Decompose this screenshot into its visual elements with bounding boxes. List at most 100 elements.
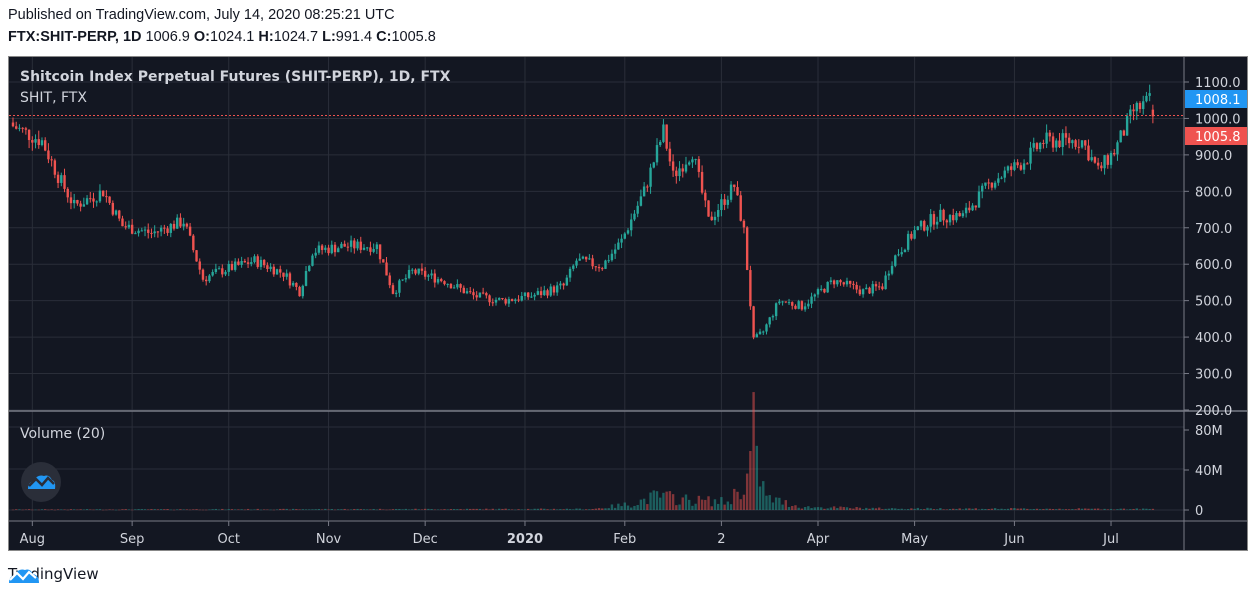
candle-body	[92, 198, 95, 202]
candle-body	[243, 260, 247, 263]
volume-bar	[968, 508, 971, 510]
volume-bar	[172, 509, 176, 511]
candle-body	[378, 244, 382, 260]
footer-brand[interactable]: TradingView	[8, 565, 99, 583]
volume-bar	[485, 508, 488, 510]
candle-body	[372, 249, 375, 252]
candle-body	[926, 226, 929, 231]
volume-bar	[546, 509, 549, 510]
candle-body	[114, 210, 118, 215]
candle-body	[539, 291, 543, 296]
chart-canvas[interactable]: 1100.0 1000.0 900.0 800.0 700.0 600.0 500.0 400…	[9, 57, 1247, 550]
volume-bar	[1042, 509, 1045, 510]
price-tick-label: 500.0	[1195, 295, 1232, 310]
candle-body	[1132, 109, 1135, 112]
candle-body	[137, 230, 140, 234]
candle-body	[31, 140, 34, 143]
candle-body	[388, 275, 391, 286]
price-tick-label: 200.0	[1195, 404, 1232, 419]
volume-bar	[852, 508, 855, 510]
volume-bar	[166, 508, 169, 510]
time-tick-label: May	[901, 532, 928, 547]
volume-bar	[923, 509, 926, 510]
candle-body	[575, 260, 578, 266]
last-price-badge-red-text: 1005.8	[1195, 130, 1241, 145]
volume-bar	[1116, 509, 1119, 510]
candle-body	[317, 245, 321, 253]
volume-bar	[1026, 508, 1029, 510]
candle-body	[121, 218, 124, 227]
volume-bar	[1067, 509, 1071, 510]
volume-bar	[858, 507, 862, 510]
candle-body	[874, 284, 878, 287]
volume-bar	[440, 509, 443, 510]
candle-body	[984, 182, 987, 186]
candle-body	[510, 299, 514, 301]
candle-body	[15, 126, 18, 129]
volume-bar	[820, 507, 823, 510]
volume-bar	[108, 509, 111, 510]
candle-body	[642, 186, 646, 197]
candle-body	[597, 267, 601, 269]
candle-body	[340, 243, 343, 249]
volume-bar	[452, 509, 456, 510]
candle-body	[842, 282, 845, 285]
candle-body	[755, 334, 759, 338]
candle-body	[968, 207, 971, 211]
time-tick-label: Sep	[120, 532, 145, 547]
candle-body	[1084, 140, 1087, 146]
tradingview-logo-button[interactable]	[21, 462, 61, 502]
candle-body	[130, 224, 134, 234]
candle-body	[881, 286, 884, 290]
volume-bar	[559, 509, 562, 510]
volume-bar	[681, 497, 684, 510]
volume-bar	[101, 509, 105, 511]
high-label: H:	[258, 29, 274, 45]
volume-bar	[1010, 508, 1013, 510]
volume-bar	[98, 509, 102, 510]
candle-body	[266, 265, 269, 270]
candle-body	[89, 198, 92, 200]
volume-bar	[1019, 508, 1023, 510]
candle-body	[34, 139, 37, 143]
candle-body	[1077, 146, 1081, 148]
candle-body	[224, 271, 227, 275]
volume-bar	[1090, 508, 1093, 510]
candle-body	[791, 302, 794, 306]
candle-body	[304, 271, 308, 286]
volume-bar	[211, 509, 214, 510]
volume-bar	[443, 509, 446, 510]
price-tick-label: 800.0	[1195, 185, 1232, 200]
low-value: 991.4	[335, 29, 373, 45]
candle-body	[333, 244, 337, 253]
candle-body	[1026, 163, 1029, 165]
candle-body	[810, 296, 813, 304]
volume-bar	[394, 508, 398, 510]
volume-bar	[1055, 509, 1058, 510]
candle-body	[272, 266, 276, 275]
volume-bar	[433, 509, 437, 511]
volume-bar	[504, 508, 507, 510]
time-tick-label: Nov	[316, 532, 342, 547]
candle-body	[449, 283, 453, 289]
candle-body	[739, 195, 742, 221]
volume-legend: Volume (20)	[20, 426, 106, 442]
volume-bar	[491, 508, 494, 510]
volume-bar	[124, 509, 127, 510]
chart-panel[interactable]: 1100.0 1000.0 900.0 800.0 700.0 600.0 500.0 400…	[8, 56, 1248, 551]
candle-body	[1145, 95, 1148, 102]
volume-bar	[1022, 508, 1026, 510]
candle-body	[427, 275, 430, 277]
volume-bar	[111, 509, 115, 511]
candle-body	[697, 159, 701, 172]
candle-body	[626, 230, 630, 234]
candle-body	[356, 241, 359, 249]
volume-bar	[752, 392, 755, 510]
ohlc-line: FTX:SHIT-PERP, 1D 1006.9 O:1024.1 H:1024…	[8, 29, 436, 45]
volume-bar	[845, 507, 849, 510]
volume-bar	[987, 508, 990, 510]
candle-body	[69, 197, 73, 204]
volume-bar	[665, 491, 668, 510]
volume-bar	[47, 509, 50, 511]
volume-bar	[427, 508, 430, 510]
